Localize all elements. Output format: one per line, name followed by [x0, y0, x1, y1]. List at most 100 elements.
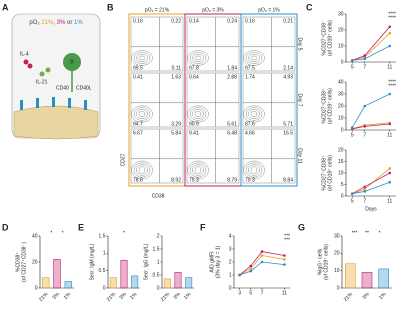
quadrant-value: 70.3: [245, 177, 255, 183]
point: [350, 126, 354, 129]
row-label: Day 7: [297, 93, 303, 106]
quadrant-value: 97.8: [189, 65, 199, 71]
quadrant-value: 4.93: [283, 74, 293, 80]
contour: [194, 55, 202, 61]
y-tick-label: 30: [338, 91, 344, 97]
significance: *: [123, 230, 125, 236]
contour: [250, 55, 258, 61]
quadrant-value: 0.16: [133, 18, 143, 24]
point: [363, 104, 367, 108]
contour: [243, 50, 265, 66]
y-tick-label: 30: [338, 11, 344, 17]
dot-plot: [130, 16, 184, 72]
quadrant-value: 0.24: [227, 18, 237, 24]
point: [249, 269, 253, 273]
y-tick-label: 1.5: [99, 233, 106, 239]
y-tick-label: 0.5: [99, 268, 106, 274]
y-axis-label: %CD27⁺CD38⁺: [321, 88, 327, 124]
y-tick-label: 0: [337, 285, 340, 291]
contour: [192, 54, 204, 62]
contour: [248, 164, 260, 176]
point: [363, 57, 367, 61]
column-header: pO₂ = 21%: [145, 7, 170, 13]
y-tick-label: 0: [341, 193, 344, 199]
panel-label: C: [306, 2, 313, 12]
significance: ***: [284, 237, 290, 243]
y-tick-label: 20: [334, 251, 340, 257]
bar: [174, 272, 182, 289]
quadrant-value: 0.14: [189, 18, 199, 24]
x-tick-label: 3%: [172, 291, 182, 301]
quadrant-value: 0.16: [245, 18, 255, 24]
y-tick-label: 3: [229, 246, 232, 252]
y-tick-label: 1: [103, 251, 106, 257]
x-tick-label: 7: [363, 132, 366, 138]
contour: [133, 162, 151, 178]
bar: [109, 277, 117, 289]
y-tick-label: 10: [334, 268, 340, 274]
quadrant-value: 8.92: [171, 177, 181, 183]
quadrant-value: 3.29: [171, 121, 181, 127]
contour: [250, 111, 258, 117]
panel-a-label: CD40: [56, 85, 69, 91]
point: [388, 122, 392, 126]
x-tick-label: 7: [363, 198, 366, 204]
x-tick-label: 3: [238, 290, 241, 296]
y-tick-label: 0: [35, 285, 38, 291]
quadrant-value: 16.5: [283, 130, 293, 136]
contour: [248, 54, 260, 62]
y-axis-label: %CD27⁻CD38⁺: [321, 155, 327, 191]
quadrant-value: 78.6: [133, 177, 143, 183]
series-line: [239, 251, 285, 276]
point: [388, 31, 392, 35]
significance: **: [365, 230, 369, 236]
y-tick-label: 15: [338, 159, 344, 165]
panel-a-title: pO₂ 21%, 3% or 1%: [29, 20, 83, 26]
dot-plot: [186, 128, 240, 184]
x-tick-label: 1%: [63, 291, 73, 301]
point: [363, 125, 367, 128]
bar: [345, 263, 356, 289]
panel-label: A: [2, 2, 9, 12]
quadrant-value: 2.88: [227, 74, 237, 80]
point: [283, 258, 286, 261]
series-line: [351, 93, 390, 128]
y-tick-label: 0: [341, 127, 344, 133]
bar: [64, 281, 73, 289]
y-tick-label: 20: [32, 259, 38, 265]
y-tick-label: 30: [334, 233, 340, 239]
y-tick-label: 10: [338, 170, 344, 176]
y-axis-label: (of CD27⁺CD38⁻): [21, 242, 27, 282]
y-axis-label: Secr. IgG (mg/L): [143, 243, 149, 280]
point: [238, 273, 241, 277]
x-tick-label: 21%: [343, 291, 355, 303]
quadrant-value: 5.84: [171, 130, 181, 136]
quadrant-value: 4.66: [245, 130, 255, 136]
bar: [185, 277, 193, 289]
y-tick-label: 2: [157, 233, 160, 239]
contour: [192, 109, 204, 119]
contour: [133, 107, 151, 121]
bar: [163, 278, 171, 289]
y-tick-label: 20: [338, 147, 344, 153]
contour: [189, 162, 207, 178]
x-tick-label: 11: [387, 198, 392, 204]
point: [260, 254, 264, 257]
point: [388, 25, 392, 29]
contour: [187, 160, 209, 180]
point: [388, 180, 392, 184]
x-tick-label: 21%: [106, 291, 118, 303]
quadrant-value: 5.71: [283, 121, 293, 127]
contour: [245, 52, 263, 64]
panel-a-illustration: [11, 13, 101, 140]
y-tick-label: 20: [338, 103, 344, 109]
significance: ****: [388, 83, 396, 89]
quadrant-value: 0.64: [189, 74, 199, 80]
y-tick-label: 1: [157, 259, 160, 265]
contour: [194, 166, 202, 174]
point: [350, 59, 354, 62]
contour: [248, 109, 260, 119]
contour: [138, 111, 146, 117]
